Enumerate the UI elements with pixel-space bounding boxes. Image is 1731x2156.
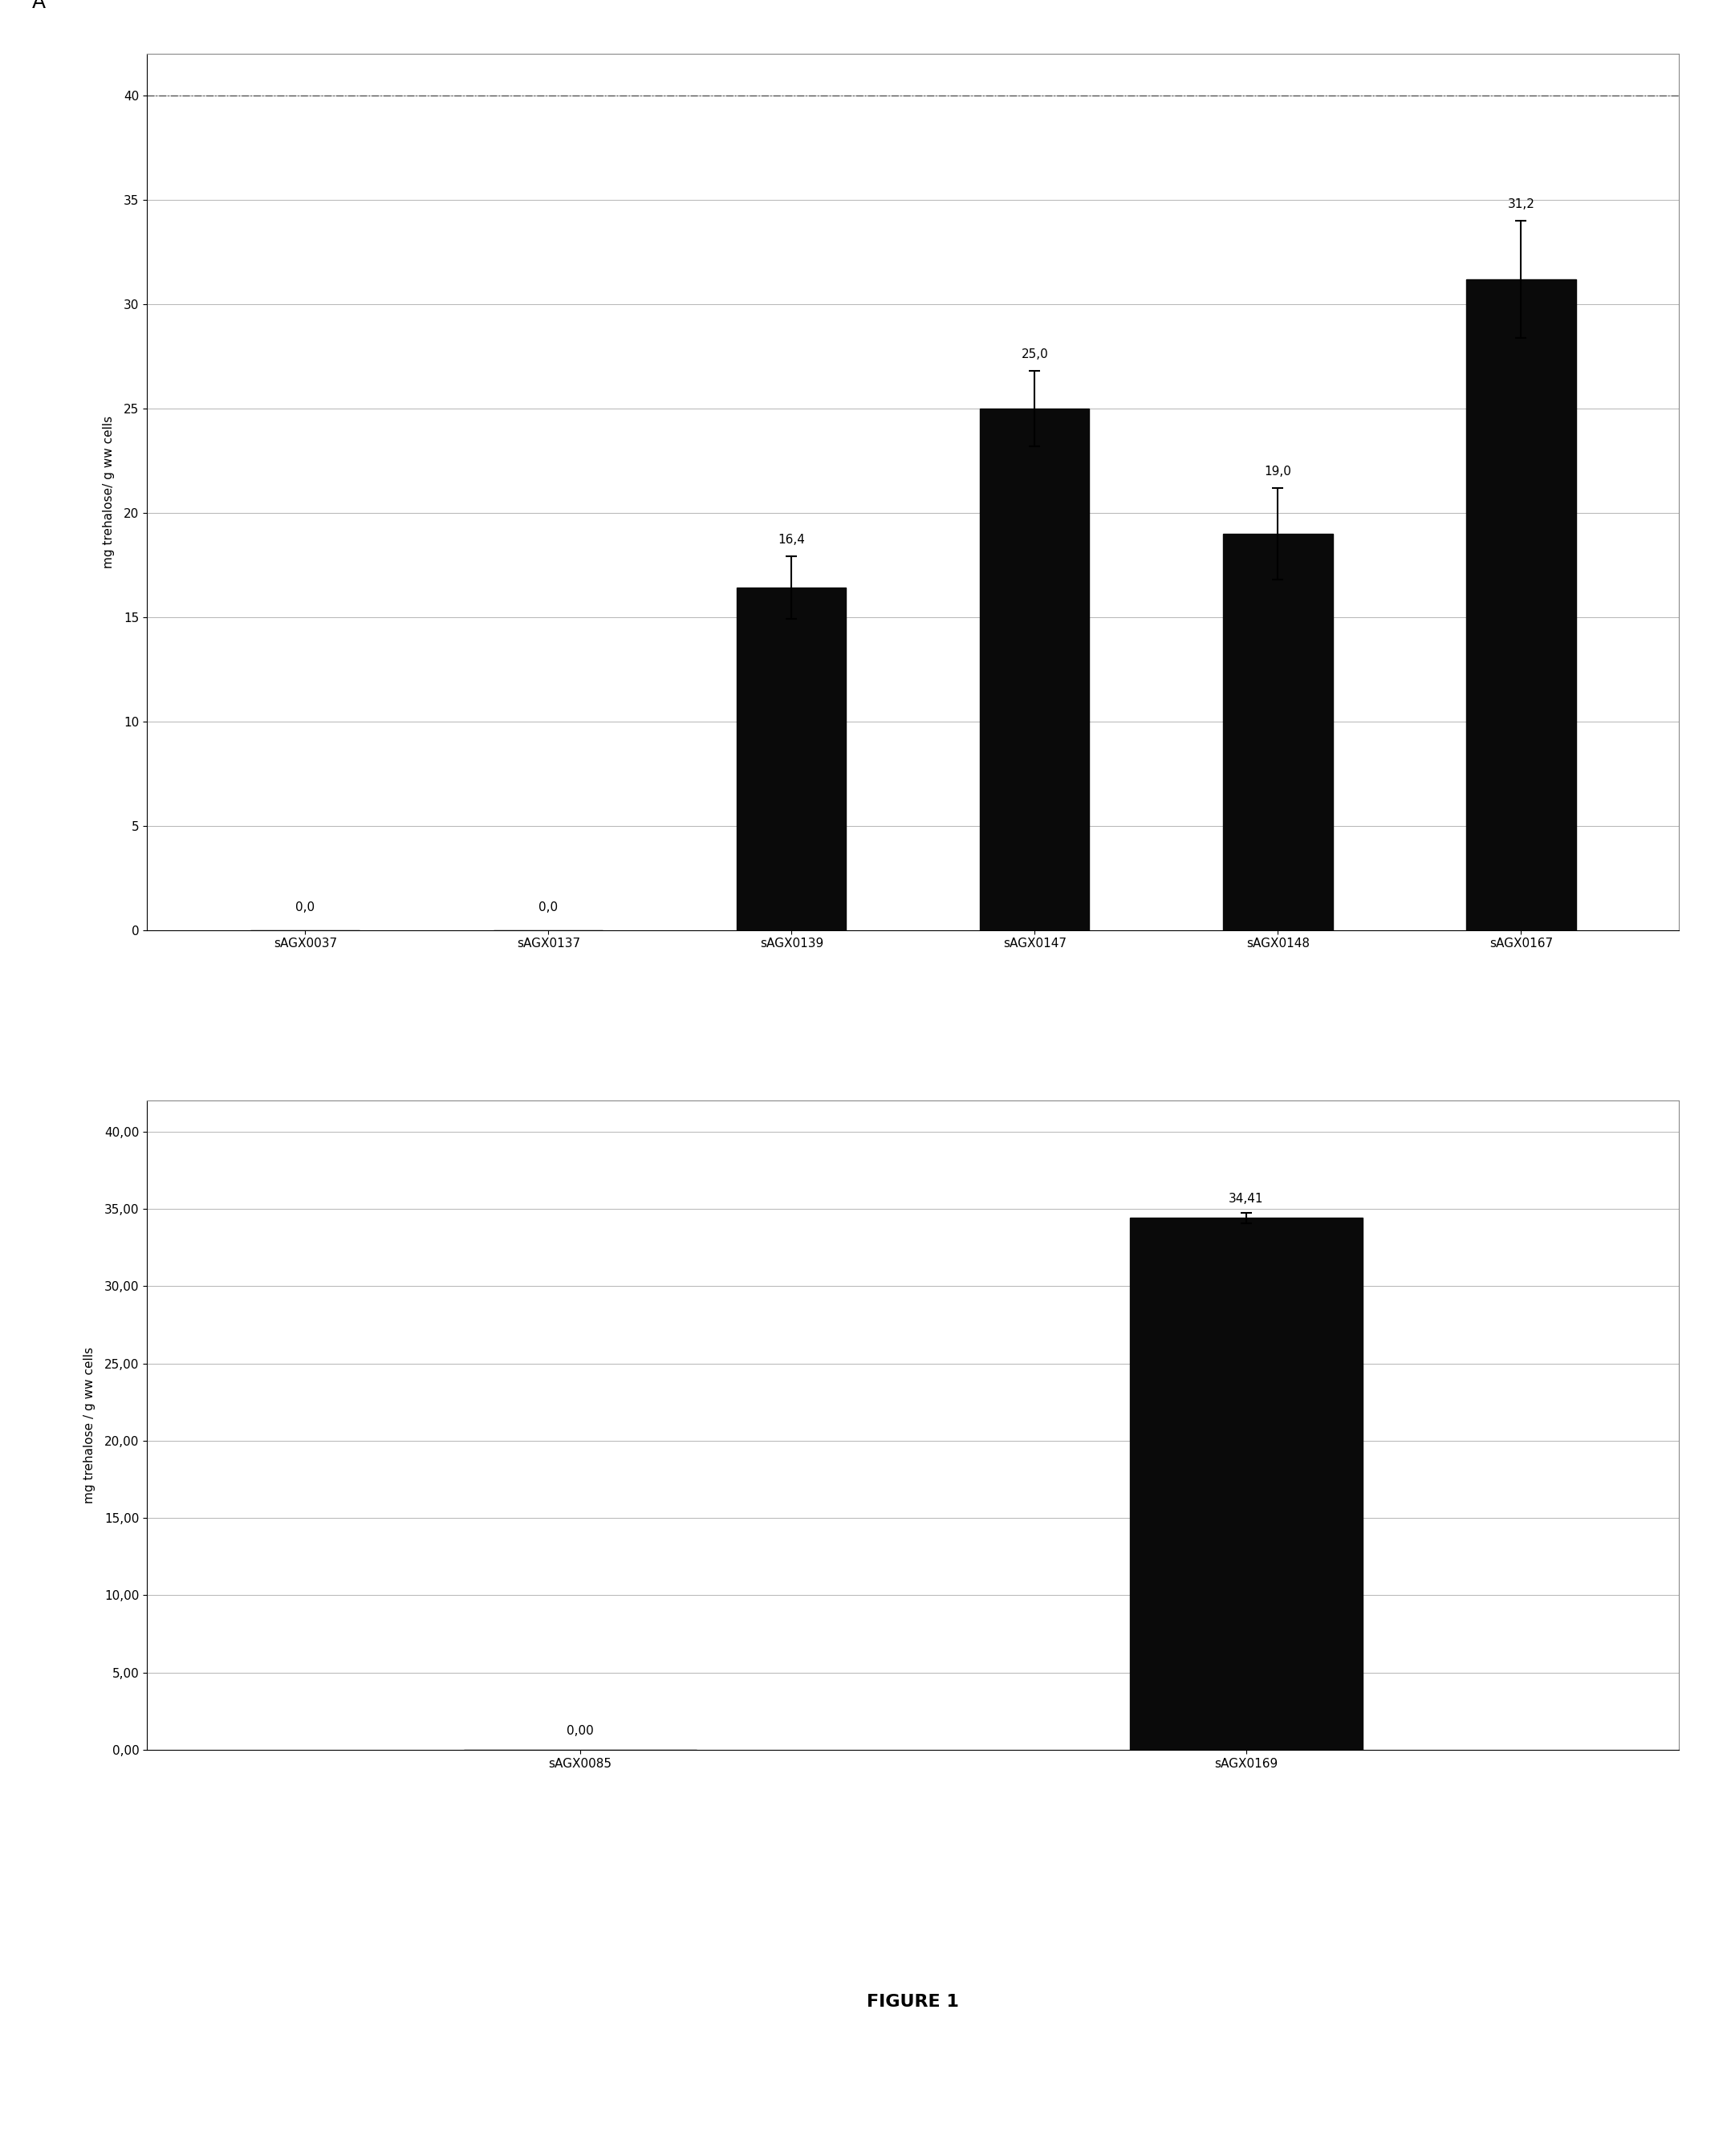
Bar xyxy=(1130,1218,1362,1751)
Text: 0,0: 0,0 xyxy=(296,901,315,914)
Bar xyxy=(1224,535,1333,929)
Text: 19,0: 19,0 xyxy=(1264,466,1291,476)
Text: 0,00: 0,00 xyxy=(566,1725,594,1738)
Bar xyxy=(737,589,846,929)
Text: 34,41: 34,41 xyxy=(1229,1192,1264,1205)
Y-axis label: mg trehalose / g ww cells: mg trehalose / g ww cells xyxy=(83,1348,95,1503)
Bar xyxy=(980,407,1089,929)
Text: 31,2: 31,2 xyxy=(1508,198,1535,211)
Text: FIGURE 1: FIGURE 1 xyxy=(867,1994,959,2009)
Bar xyxy=(1466,278,1575,929)
Text: A: A xyxy=(33,0,47,11)
Text: 16,4: 16,4 xyxy=(777,535,805,545)
Text: 25,0: 25,0 xyxy=(1021,349,1049,360)
Text: 0,0: 0,0 xyxy=(538,901,557,914)
Y-axis label: mg trehalose/ g ww cells: mg trehalose/ g ww cells xyxy=(102,416,114,569)
